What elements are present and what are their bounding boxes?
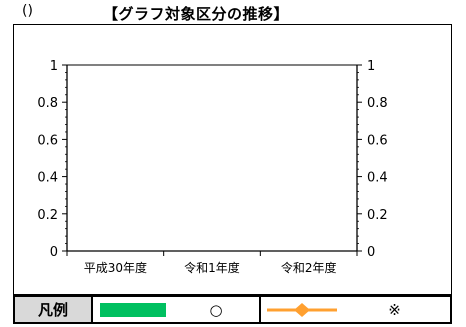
x-tick-label: 令和2年度 — [281, 260, 337, 275]
chart-frame: 0 0.2 0.4 0.6 0.8 1 0 0.2 0.4 0.6 0.8 1 平成30年度 令和1年度 令… — [13, 24, 452, 295]
plot-area — [66, 64, 358, 252]
y-right-tick-label: 0.4 — [367, 171, 388, 186]
chart-title-row: () 【グラフ対象区分の推移】 — [0, 2, 466, 24]
x-tick-label: 平成30年度 — [84, 260, 147, 275]
legend: 凡例 ○ ※ — [13, 295, 452, 324]
legend-title: 凡例 — [15, 297, 93, 322]
legend-line-label: ※ — [388, 300, 401, 319]
legend-line-marker-icon — [267, 302, 337, 317]
legend-bar-cell — [93, 297, 173, 322]
y-left-tick-label: 1 — [50, 59, 58, 74]
legend-bar-swatch — [100, 302, 166, 317]
legend-bar-label: ○ — [173, 297, 261, 322]
x-tick-label: 令和1年度 — [184, 260, 240, 275]
chart-title: 【グラフ対象区分の推移】 — [103, 5, 290, 23]
y-right-tick-label: 0.2 — [367, 208, 388, 223]
y-left-tick-label: 0.6 — [37, 133, 58, 148]
y-left-tick-label: 0.4 — [37, 171, 58, 186]
y-right-tick-label: 0.8 — [367, 96, 388, 111]
y-right-tick-label: 0.6 — [367, 133, 388, 148]
legend-line-cell — [261, 297, 339, 322]
chart-svg: 0 0.2 0.4 0.6 0.8 1 0 0.2 0.4 0.6 0.8 1 平成30年度 令和1年度 令… — [37, 59, 388, 275]
diamond-icon — [294, 302, 310, 317]
y-left-tick-label: 0.2 — [37, 208, 58, 223]
title-paren: () — [22, 3, 33, 19]
y-left-tick-label: 0.8 — [37, 96, 58, 111]
y-right-tick-label: 1 — [367, 59, 375, 74]
y-left-tick-label: 0 — [50, 245, 58, 260]
y-right-tick-label: 0 — [367, 245, 375, 260]
